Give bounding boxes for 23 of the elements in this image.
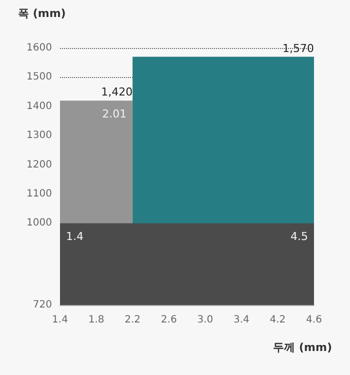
y-tick-label: 1000: [26, 218, 52, 229]
x-tick-label: 3.4: [233, 314, 250, 326]
x-tick-label: 4.2: [270, 314, 286, 326]
data-label: 1,570: [282, 42, 314, 55]
x-tick-label: 2.2: [124, 314, 141, 326]
x-axis-title: 두께 (mm): [273, 341, 332, 354]
y-axis-title: 폭 (mm): [18, 7, 66, 20]
y-tick-label: 1400: [26, 100, 52, 112]
y-tick-label: 1300: [26, 130, 52, 142]
annotation: 2.01: [102, 108, 127, 121]
annotation: 1.4: [66, 230, 84, 244]
x-tick-label: 1.4: [52, 314, 68, 326]
y-tick-label: 1600: [26, 42, 52, 54]
x-tick-label: 1.8: [88, 314, 104, 326]
x-tick-label: 2.6: [160, 314, 177, 326]
y-tick-label: 1100: [26, 188, 52, 200]
y-tick-label: 720: [32, 300, 52, 310]
annotation: 4.5: [290, 230, 308, 244]
y-tick-label: 1200: [26, 159, 52, 170]
x-tick-label: 4.6: [306, 314, 322, 326]
y-tick-label: 1500: [26, 72, 52, 83]
x-tick-label: 3.0: [197, 314, 214, 326]
data-label: 1,420: [101, 86, 133, 99]
